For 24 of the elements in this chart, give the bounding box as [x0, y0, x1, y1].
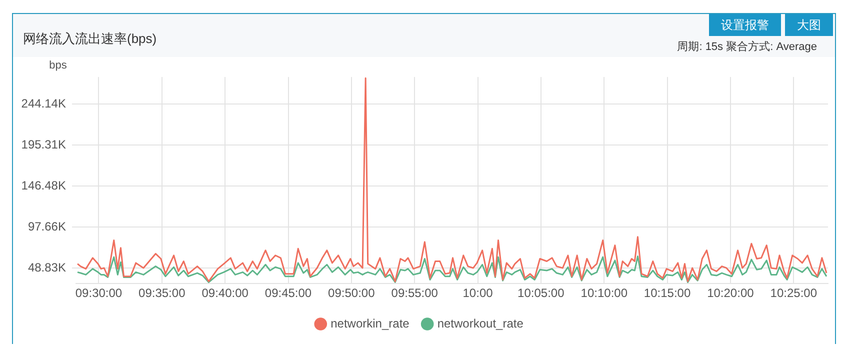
legend-label: networkin_rate: [330, 316, 410, 330]
legend-label: networkout_rate: [437, 316, 524, 330]
y-tick-label: 146.48K: [21, 178, 66, 192]
y-tick-label: 97.66K: [28, 219, 66, 234]
x-tick-label: 09:50:00: [328, 286, 376, 300]
x-tick-label: 10:05:00: [518, 286, 565, 300]
x-tick-label: 10:15:00: [644, 286, 691, 300]
x-tick-label: 09:45:00: [264, 286, 312, 300]
x-tick-label: 10:20:00: [707, 286, 754, 300]
x-tick-label: 09:35:00: [138, 286, 186, 300]
text: 设置报警: [709, 14, 781, 36]
y-axis-title: bps: [49, 60, 68, 72]
x-tick-label: 09:30:00: [75, 286, 122, 300]
chart-title: 网络流入流出速率(bps): [23, 30, 157, 48]
y-tick-label: 48.83K: [28, 260, 66, 274]
text: 大图: [785, 14, 833, 36]
x-tick-label: 10:25:00: [770, 286, 818, 300]
x-tick-label: 09:40:00: [202, 286, 249, 300]
text: 周期: 15s 聚合方式: Average: [677, 40, 817, 54]
y-tick-label: 195.31K: [21, 137, 66, 152]
y-tick-label: 244.14K: [21, 96, 66, 110]
x-tick-label: 09:55:00: [391, 286, 438, 300]
x-tick-label: 10:10:00: [580, 286, 628, 300]
x-tick-label: 10:00: [462, 286, 494, 300]
